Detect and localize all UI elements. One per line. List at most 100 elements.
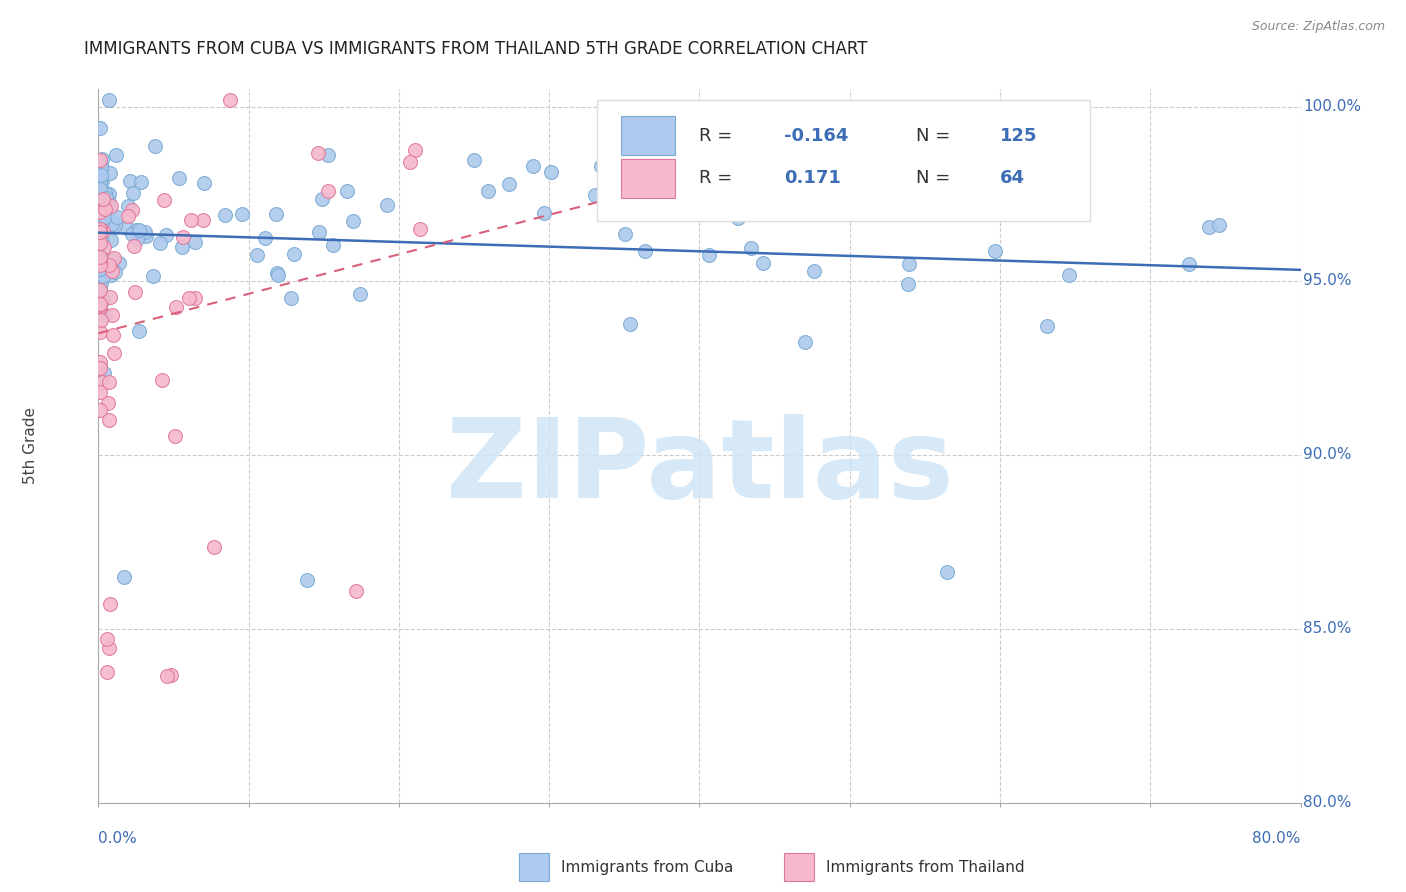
Point [103, 251, 125, 265]
FancyBboxPatch shape [519, 853, 550, 881]
Point [90, 226, 112, 240]
Point [143, 139, 166, 153]
Point [89, 175, 111, 189]
Point [266, 266, 288, 280]
Point [94, 202, 117, 217]
Point [93, 211, 115, 225]
Text: 80.0%: 80.0% [1253, 831, 1301, 847]
Point [89, 359, 111, 374]
FancyBboxPatch shape [783, 853, 814, 881]
Point [295, 573, 318, 587]
Point [163, 429, 186, 443]
Point [193, 176, 215, 190]
Point [267, 268, 290, 282]
Point [311, 192, 333, 206]
Text: N =: N = [915, 169, 962, 187]
Point [128, 324, 150, 338]
Point [91, 174, 114, 188]
Point [89, 121, 111, 136]
Point [115, 221, 138, 235]
Text: ZIPatlas: ZIPatlas [446, 414, 953, 521]
Point [177, 291, 200, 305]
Point [89, 280, 111, 294]
Point [699, 248, 721, 262]
Point [90, 313, 112, 327]
Point [89, 306, 111, 320]
Point [398, 154, 420, 169]
Point [89, 248, 111, 262]
Point [624, 142, 647, 156]
Point [89, 255, 111, 269]
Point [98, 375, 121, 389]
Point [89, 325, 111, 339]
Point [91, 235, 114, 249]
Point [91, 224, 114, 238]
Point [742, 176, 765, 190]
Point [1178, 257, 1201, 271]
Point [89, 219, 111, 233]
Point [89, 300, 111, 314]
Point [98, 195, 121, 210]
Point [100, 264, 122, 278]
Point [89, 370, 111, 384]
Point [167, 171, 190, 186]
Point [89, 223, 111, 237]
Point [104, 219, 127, 233]
Point [607, 198, 630, 212]
Point [117, 199, 139, 213]
FancyBboxPatch shape [621, 116, 675, 155]
Point [89, 284, 111, 298]
Point [96, 665, 118, 680]
Point [129, 175, 152, 189]
Point [89, 253, 111, 268]
Point [98, 166, 121, 180]
Point [105, 211, 128, 225]
Point [100, 268, 122, 282]
Text: 0.171: 0.171 [783, 169, 841, 187]
Point [231, 207, 253, 221]
Point [1036, 319, 1059, 334]
FancyBboxPatch shape [598, 100, 1090, 221]
Point [125, 223, 148, 237]
Point [142, 268, 165, 283]
Point [740, 241, 762, 255]
Point [1057, 268, 1080, 282]
Point [498, 177, 520, 191]
Point [89, 283, 111, 297]
Point [91, 293, 114, 308]
Point [409, 222, 432, 236]
Point [589, 159, 612, 173]
Point [180, 213, 202, 227]
Text: 5th Grade: 5th Grade [24, 408, 38, 484]
Text: IMMIGRANTS FROM CUBA VS IMMIGRANTS FROM THAILAND 5TH GRADE CORRELATION CHART: IMMIGRANTS FROM CUBA VS IMMIGRANTS FROM … [84, 40, 868, 58]
Point [149, 235, 172, 250]
Point [124, 239, 146, 253]
Point [89, 250, 111, 264]
FancyBboxPatch shape [621, 159, 675, 198]
Point [89, 222, 111, 236]
Text: 64: 64 [1000, 169, 1025, 187]
Point [522, 160, 544, 174]
Point [89, 402, 111, 417]
Text: 0.0%: 0.0% [98, 831, 138, 847]
Text: 100.0%: 100.0% [1303, 99, 1361, 114]
Point [725, 180, 748, 194]
Point [89, 261, 111, 276]
Point [752, 256, 775, 270]
Point [101, 328, 124, 343]
Point [165, 300, 187, 314]
Point [98, 258, 121, 272]
Point [89, 298, 111, 312]
Text: -0.164: -0.164 [783, 127, 848, 145]
Text: 95.0%: 95.0% [1303, 273, 1351, 288]
Text: N =: N = [915, 127, 956, 145]
Point [98, 598, 121, 612]
Point [90, 168, 112, 182]
Point [90, 215, 112, 229]
Point [794, 334, 817, 349]
Point [803, 264, 825, 278]
Point [89, 257, 111, 271]
Point [214, 208, 236, 222]
Point [89, 182, 111, 196]
Point [91, 202, 114, 216]
